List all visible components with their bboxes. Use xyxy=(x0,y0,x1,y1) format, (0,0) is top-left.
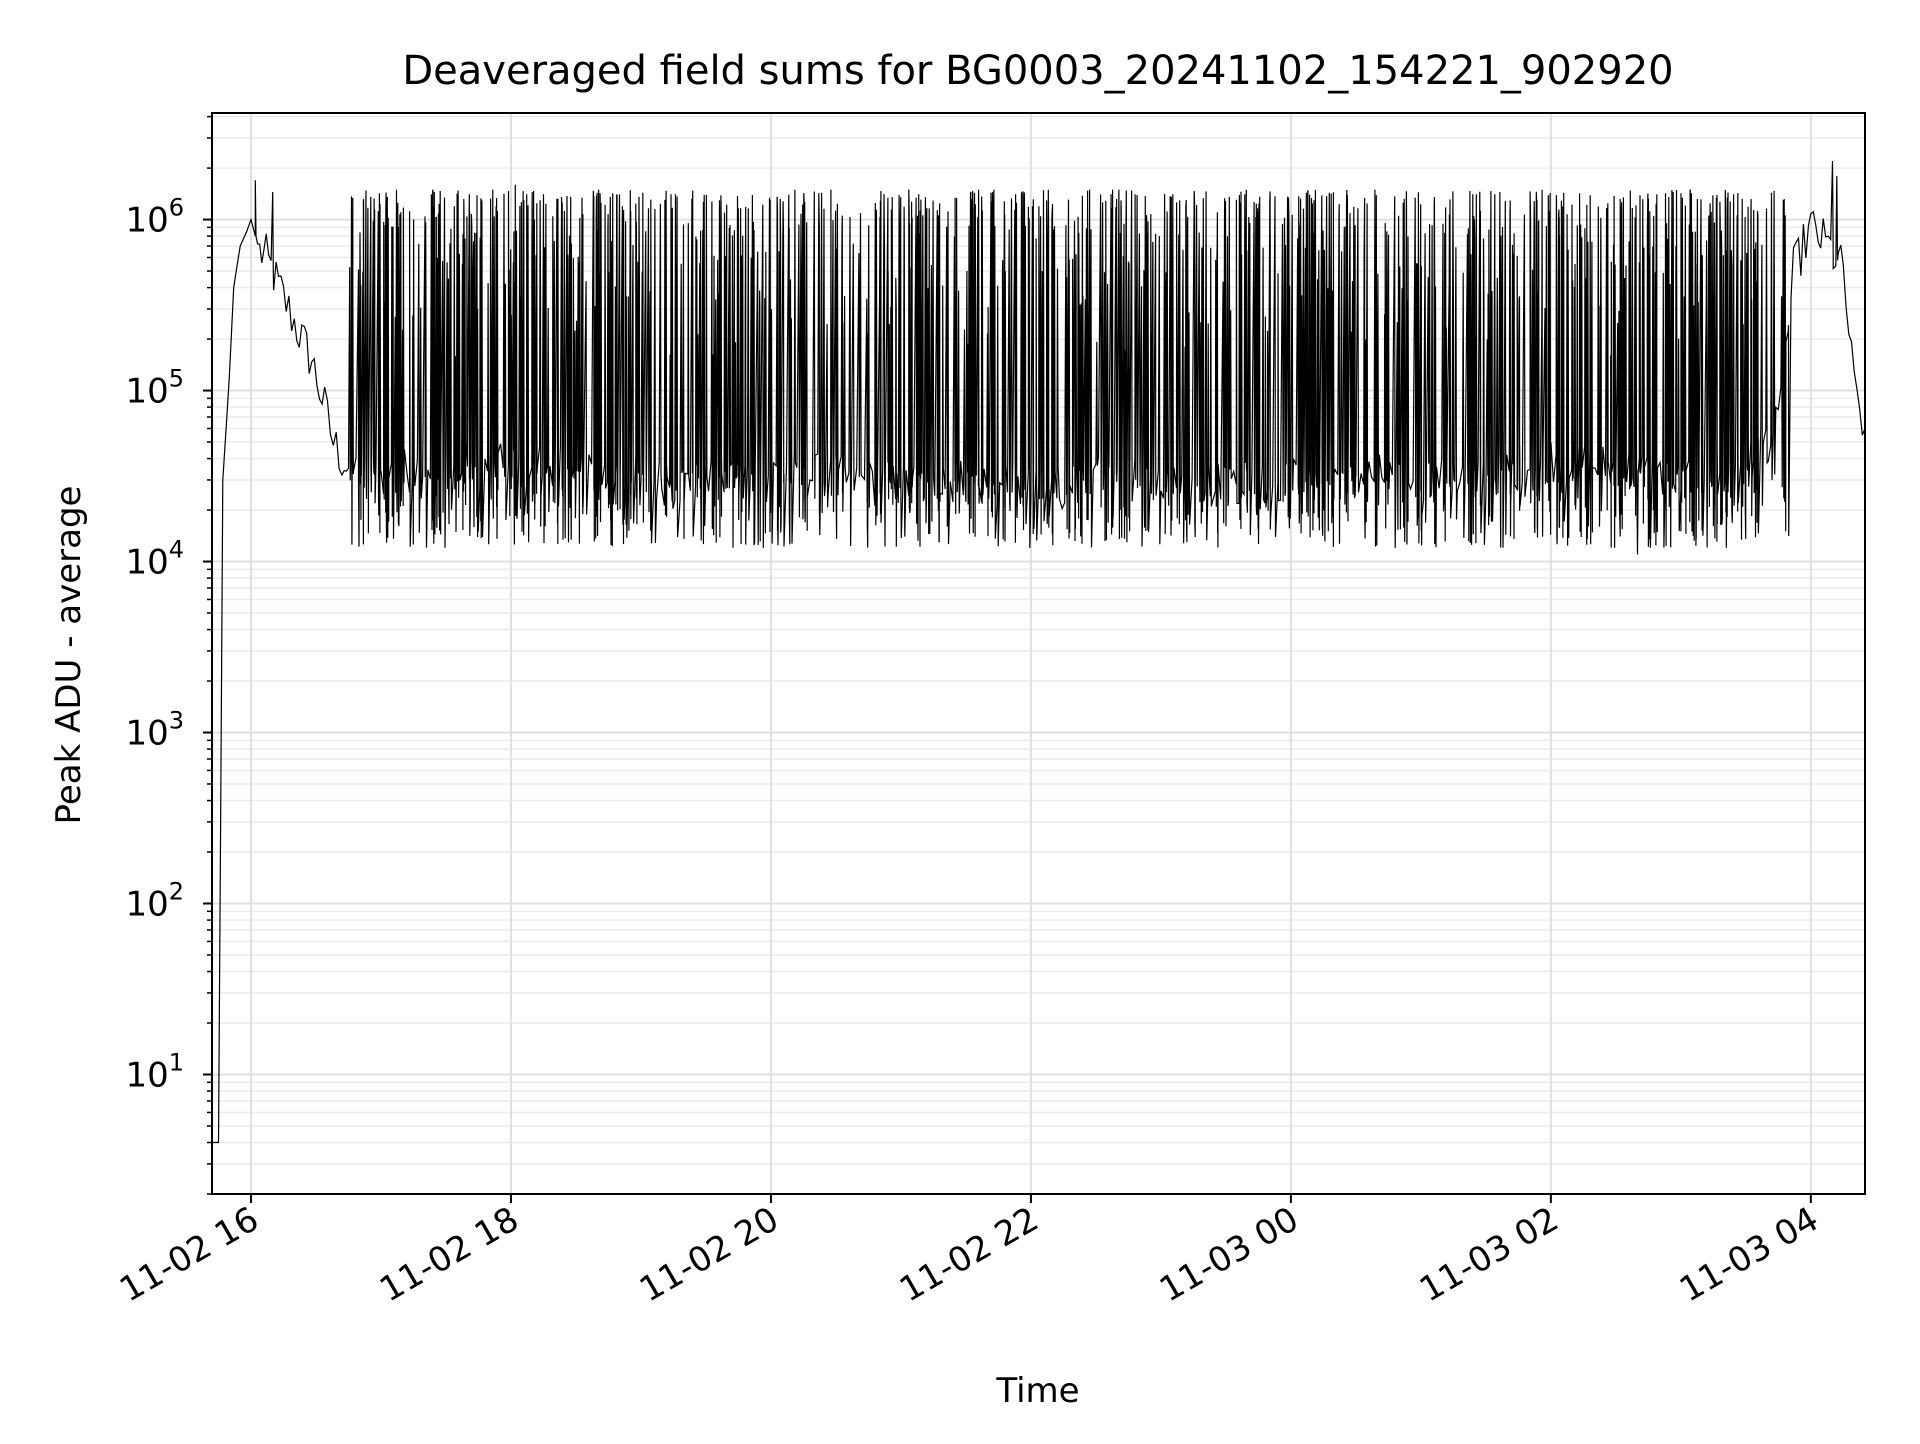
data-series xyxy=(212,160,1866,1144)
y-tick-label: 103 xyxy=(125,707,184,754)
y-tick-label: 101 xyxy=(125,1048,184,1095)
y-tick-label: 105 xyxy=(125,365,184,412)
plot-frame xyxy=(211,112,1866,1195)
chart-title: Deaveraged field sums for BG0003_2024110… xyxy=(402,48,1673,94)
series-line xyxy=(212,160,1866,1144)
y-tick-label: 104 xyxy=(125,536,184,583)
y-tick-label: 106 xyxy=(125,194,184,241)
y-tick-label: 102 xyxy=(125,878,184,925)
x-axis-label: Time xyxy=(995,1371,1079,1411)
y-axis-label: Peak ADU - average xyxy=(49,486,89,825)
